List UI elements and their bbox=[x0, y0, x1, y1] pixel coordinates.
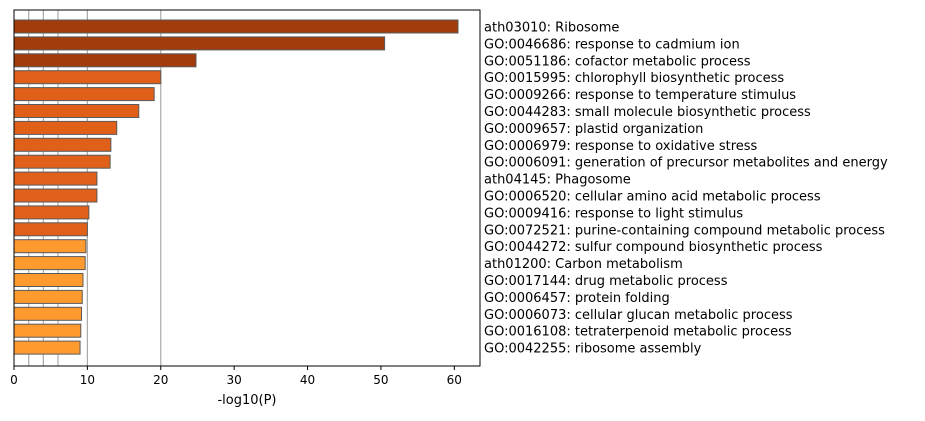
bar bbox=[13, 222, 88, 237]
category-label: GO:0015995: chlorophyll biosynthetic pro… bbox=[484, 71, 784, 86]
category-label: GO:0009266: response to temperature stim… bbox=[484, 88, 796, 103]
bar bbox=[13, 120, 118, 135]
bar bbox=[13, 205, 90, 220]
x-tick-label: 50 bbox=[373, 373, 388, 387]
axes-frame bbox=[13, 9, 481, 367]
x-tick-label: 30 bbox=[227, 373, 242, 387]
category-label: ath04145: Phagosome bbox=[484, 173, 631, 188]
bar bbox=[13, 87, 155, 102]
category-label: GO:0006073: cellular glucan metabolic pr… bbox=[484, 308, 793, 323]
x-axis-ticks: 0 10 20 30 40 50 60 bbox=[10, 366, 462, 387]
category-label: GO:0006091: generation of precursor meta… bbox=[484, 156, 888, 171]
reference-lines bbox=[28, 10, 162, 366]
bar bbox=[13, 323, 82, 338]
bar bbox=[13, 104, 140, 118]
bar bbox=[13, 273, 84, 287]
category-label: GO:0044283: small molecule biosynthetic … bbox=[484, 105, 811, 120]
category-label: GO:0017144: drug metabolic process bbox=[484, 274, 728, 289]
category-label: GO:0072521: purine-containing compound m… bbox=[484, 223, 885, 238]
bar bbox=[13, 53, 197, 68]
bar bbox=[13, 289, 83, 304]
x-tick-label: 60 bbox=[447, 373, 462, 387]
x-tick-label: 10 bbox=[80, 373, 95, 387]
category-label: GO:0006979: response to oxidative stress bbox=[484, 139, 758, 154]
category-label: GO:0006457: protein folding bbox=[484, 291, 670, 306]
bar bbox=[13, 188, 98, 203]
bar bbox=[13, 137, 112, 152]
bars bbox=[13, 19, 459, 355]
category-label: GO:0016108: tetraterpenoid metabolic pro… bbox=[484, 325, 792, 340]
bar bbox=[13, 70, 162, 85]
x-tick-label: 0 bbox=[10, 373, 18, 387]
category-label: GO:0009416: response to light stimulus bbox=[484, 206, 743, 221]
x-tick-label: 20 bbox=[153, 373, 168, 387]
category-label: GO:0051186: cofactor metabolic process bbox=[484, 54, 751, 69]
category-label: GO:0044272: sulfur compound biosynthetic… bbox=[484, 240, 823, 255]
category-label: ath01200: Carbon metabolism bbox=[484, 257, 683, 272]
bar bbox=[13, 36, 386, 51]
x-tick-label: 40 bbox=[300, 373, 315, 387]
category-label: GO:0046686: response to cadmium ion bbox=[484, 37, 740, 52]
category-label: GO:0009657: plastid organization bbox=[484, 122, 703, 137]
bar bbox=[13, 19, 459, 34]
bar bbox=[13, 306, 83, 321]
category-label: ath03010: Ribosome bbox=[484, 21, 619, 36]
category-label: GO:0006520: cellular amino acid metaboli… bbox=[484, 190, 821, 205]
category-label: GO:0042255: ribosome assembly bbox=[484, 342, 702, 357]
bar bbox=[13, 340, 81, 355]
bar bbox=[13, 256, 86, 271]
x-axis-label: -log10(P) bbox=[217, 393, 276, 408]
bar bbox=[13, 154, 111, 169]
bar bbox=[13, 239, 87, 254]
bar bbox=[13, 171, 98, 186]
